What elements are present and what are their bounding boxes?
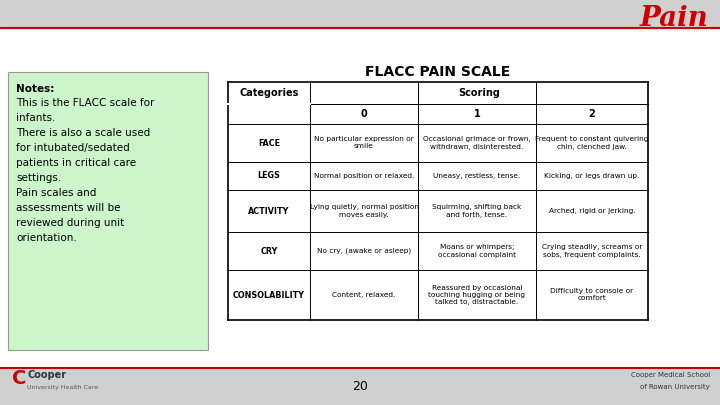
Text: Reassured by occasional
touching hugging or being
talked to, distractable.: Reassured by occasional touching hugging…	[428, 285, 526, 305]
Text: Pain: Pain	[639, 6, 708, 32]
Text: University Health Care: University Health Care	[27, 384, 98, 390]
Text: Occasional grimace or frown,
withdrawn, disinterested.: Occasional grimace or frown, withdrawn, …	[423, 136, 531, 149]
Bar	[0, 28, 720, 370]
Text: Uneasy, restless, tense.: Uneasy, restless, tense.	[433, 173, 521, 179]
Text: Frequent to constant quivering
chin, clenched jaw.: Frequent to constant quivering chin, cle…	[535, 136, 649, 149]
Text: Notes:: Notes:	[16, 84, 55, 94]
Text: 0: 0	[361, 109, 367, 119]
Text: reviewed during unit: reviewed during unit	[16, 218, 125, 228]
Text: No cry, (awake or asleep): No cry, (awake or asleep)	[317, 248, 411, 254]
Text: 1: 1	[474, 109, 480, 119]
Text: C: C	[12, 369, 27, 388]
Text: Normal position or relaxed.: Normal position or relaxed.	[314, 173, 414, 179]
Text: 20: 20	[352, 379, 368, 392]
Text: FLACC PAIN SCALE: FLACC PAIN SCALE	[365, 65, 510, 79]
Text: This is the FLACC scale for: This is the FLACC scale for	[16, 98, 154, 108]
Bar	[0, 368, 720, 405]
Text: CONSOLABILITY: CONSOLABILITY	[233, 290, 305, 300]
Text: Squirming, shifting back
and forth, tense.: Squirming, shifting back and forth, tens…	[433, 205, 521, 217]
Text: Scoring: Scoring	[458, 88, 500, 98]
Text: Lying quietly, normal position
moves easily.: Lying quietly, normal position moves eas…	[310, 205, 418, 217]
Text: Moans or whimpers;
occasional complaint: Moans or whimpers; occasional complaint	[438, 245, 516, 258]
Text: Pain scales and: Pain scales and	[16, 188, 96, 198]
Text: for intubated/sedated: for intubated/sedated	[16, 143, 130, 153]
Text: FACE: FACE	[258, 139, 280, 147]
Text: assessments will be: assessments will be	[16, 203, 120, 213]
Bar	[0, 0, 720, 28]
Text: LEGS: LEGS	[258, 171, 280, 181]
Text: Categories: Categories	[239, 88, 299, 98]
Text: There is also a scale used: There is also a scale used	[16, 128, 150, 138]
Text: of Rowan University: of Rowan University	[640, 384, 710, 390]
Text: No particular expression or
smile: No particular expression or smile	[314, 136, 414, 149]
Text: Crying steadily, screams or
sobs, frequent complaints.: Crying steadily, screams or sobs, freque…	[542, 245, 642, 258]
Text: infants.: infants.	[16, 113, 55, 123]
Text: Difficulty to console or
comfort: Difficulty to console or comfort	[550, 288, 634, 301]
Text: Content, relaxed.: Content, relaxed.	[333, 292, 396, 298]
Text: Kicking, or legs drawn up.: Kicking, or legs drawn up.	[544, 173, 639, 179]
Text: Arched, rigid or jerking.: Arched, rigid or jerking.	[549, 208, 635, 214]
Text: orientation.: orientation.	[16, 233, 77, 243]
Text: Cooper: Cooper	[27, 370, 66, 380]
Text: patients in critical care: patients in critical care	[16, 158, 136, 168]
Text: ACTIVITY: ACTIVITY	[248, 207, 289, 215]
Text: CRY: CRY	[261, 247, 278, 256]
Text: Cooper Medical School: Cooper Medical School	[631, 372, 710, 378]
Text: 2: 2	[589, 109, 595, 119]
FancyBboxPatch shape	[8, 72, 208, 350]
Text: settings.: settings.	[16, 173, 61, 183]
